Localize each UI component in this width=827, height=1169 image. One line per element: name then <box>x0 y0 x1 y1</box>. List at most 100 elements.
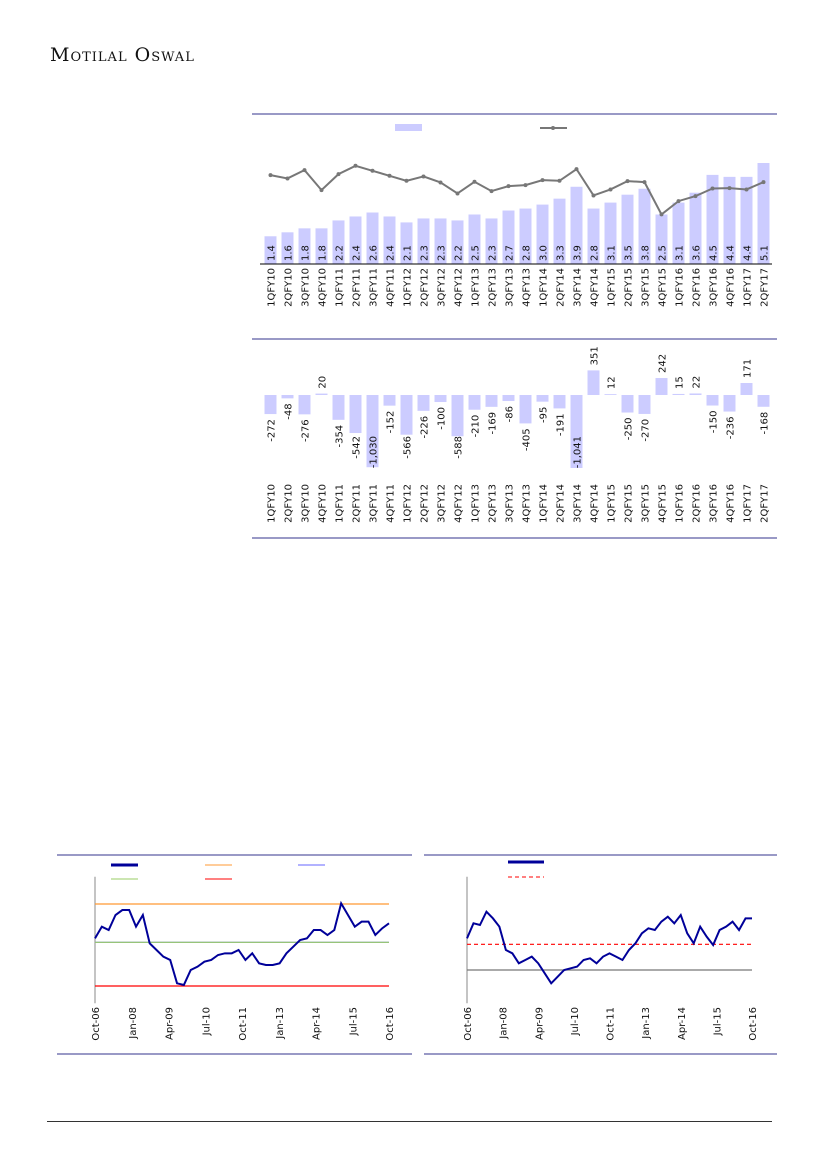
x-tick-label: Jul-15 <box>348 1007 359 1036</box>
bar-value-label: 1.4 <box>267 245 278 261</box>
bar <box>740 383 753 395</box>
series-line <box>94 900 390 987</box>
line-marker <box>285 176 290 181</box>
x-tick-label: 1QFY12 <box>403 484 414 523</box>
line-marker <box>489 189 494 194</box>
bar <box>468 395 481 410</box>
x-tick-label: 3QFY10 <box>301 268 312 307</box>
x-tick-label: 3QFY11 <box>369 268 380 307</box>
bar <box>604 202 617 264</box>
bar-value-label: -405 <box>522 428 533 451</box>
bar-value-label: 2.6 <box>369 245 380 261</box>
bar-value-label: -542 <box>352 436 363 459</box>
bar-value-label: 2.3 <box>420 245 431 261</box>
x-tick-label: Oct-06 <box>91 1007 102 1041</box>
bar <box>400 222 413 264</box>
x-tick-label: 2QFY15 <box>624 268 635 307</box>
bar <box>706 395 719 406</box>
x-tick-label: 4QFY13 <box>522 268 533 307</box>
bar <box>502 395 515 402</box>
bar <box>485 218 498 264</box>
bar <box>264 236 277 264</box>
bar-value-label: 2.5 <box>471 245 482 261</box>
bar <box>655 214 668 264</box>
bar <box>400 395 413 435</box>
chart1-top-rule <box>252 113 777 115</box>
line-marker <box>421 174 426 179</box>
line-marker <box>387 173 392 178</box>
x-tick-label: Jan-13 <box>275 1007 286 1040</box>
bar <box>604 394 617 395</box>
bar <box>451 220 464 264</box>
bar-value-label: -152 <box>386 411 397 434</box>
bar-value-label: 4.4 <box>726 245 737 261</box>
chart3-top-rule <box>57 854 412 856</box>
series-line <box>270 164 764 216</box>
x-tick-label: Apr-14 <box>312 1007 323 1040</box>
x-tick-label: Jul-10 <box>570 1007 581 1036</box>
line-marker <box>608 187 613 192</box>
line-marker <box>268 173 273 178</box>
bar <box>519 208 532 264</box>
bar-value-label: 3.8 <box>641 245 652 261</box>
x-tick-label: Jan-08 <box>128 1007 139 1040</box>
bar-value-label: 2.2 <box>335 245 346 261</box>
bar <box>485 395 498 407</box>
bar-value-label: 2.7 <box>505 245 516 261</box>
line-marker <box>642 180 647 185</box>
bar-value-label: 1.6 <box>284 245 295 261</box>
line-marker <box>540 178 545 183</box>
x-tick-label: Oct-11 <box>606 1007 617 1041</box>
bar <box>553 198 566 264</box>
x-tick-label: 4QFY10 <box>318 268 329 307</box>
bar-value-label: -272 <box>267 419 278 442</box>
bar <box>689 393 702 395</box>
footer-rule <box>47 1121 772 1122</box>
bar <box>740 176 753 264</box>
chart4-bottom-rule <box>424 1053 777 1055</box>
bar <box>706 174 719 264</box>
line-marker <box>676 199 681 204</box>
x-tick-label: Jan-08 <box>499 1007 510 1040</box>
line-marker <box>336 172 341 177</box>
x-tick-label: 2QFY12 <box>420 484 431 523</box>
bar <box>332 395 345 420</box>
bar-value-label: -150 <box>709 411 720 434</box>
line-marker <box>353 163 358 168</box>
x-tick-label: 2QFY16 <box>692 268 703 307</box>
x-tick-label: 2QFY12 <box>420 268 431 307</box>
bar <box>502 210 515 264</box>
bar <box>417 395 430 411</box>
x-tick-label: 1QFY16 <box>675 484 686 523</box>
chart2-top-rule <box>252 338 777 340</box>
bar-value-label: -95 <box>539 407 550 423</box>
bar-value-label: -588 <box>454 436 465 459</box>
line-marker <box>438 180 443 185</box>
bar-value-label: -168 <box>760 412 771 435</box>
line-marker <box>744 187 749 192</box>
bar-value-label: 3.5 <box>624 245 635 261</box>
x-tick-label: 3QFY14 <box>573 268 584 307</box>
bar <box>536 204 549 264</box>
bar-value-label: 242 <box>658 354 669 373</box>
x-tick-label: 1QFY16 <box>675 268 686 307</box>
x-tick-label: 4QFY12 <box>454 268 465 307</box>
bar-value-label: 12 <box>607 376 618 389</box>
bar-value-label: 4.4 <box>743 245 754 261</box>
bar <box>434 218 447 264</box>
x-tick-label: Jul-10 <box>201 1007 212 1036</box>
bar-value-label: -191 <box>556 413 567 436</box>
bar <box>349 395 362 434</box>
bar-value-label: 2.1 <box>403 245 414 261</box>
x-tick-label: 1QFY14 <box>539 484 550 523</box>
bar-value-label: -100 <box>437 407 448 430</box>
x-tick-label: 3QFY12 <box>437 484 448 523</box>
x-tick-label: 1QFY17 <box>743 268 754 307</box>
x-tick-label: 1QFY11 <box>335 268 346 307</box>
x-tick-label: 1QFY17 <box>743 484 754 523</box>
chart3-bottom-rule <box>57 1053 412 1055</box>
x-tick-label: 4QFY15 <box>658 268 669 307</box>
x-tick-label: 3QFY15 <box>641 268 652 307</box>
x-tick-label: 3QFY16 <box>709 268 720 307</box>
